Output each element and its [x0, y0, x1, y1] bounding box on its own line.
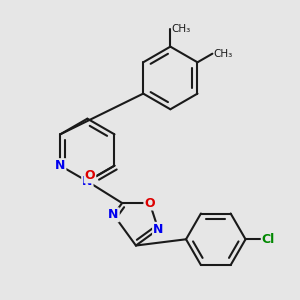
Text: O: O — [85, 169, 95, 182]
Text: N: N — [153, 223, 164, 236]
Text: CH₃: CH₃ — [214, 49, 233, 59]
Text: N: N — [55, 159, 65, 172]
Text: N: N — [108, 208, 119, 221]
Text: Cl: Cl — [262, 233, 275, 246]
Text: O: O — [144, 196, 155, 209]
Text: N: N — [82, 175, 92, 188]
Text: CH₃: CH₃ — [172, 24, 191, 34]
